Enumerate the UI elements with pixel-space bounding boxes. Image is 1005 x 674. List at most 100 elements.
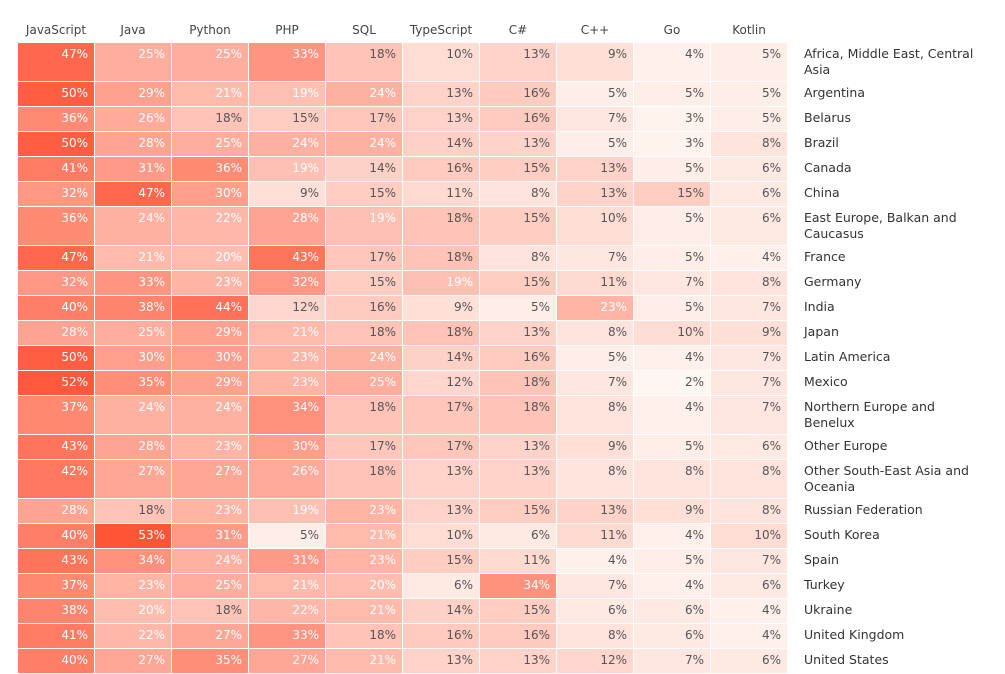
heatmap-cell: 13% (479, 434, 557, 460)
heatmap-cell: 11% (402, 181, 480, 207)
heatmap-cell: 18% (479, 395, 557, 435)
cell-label: 12% (446, 375, 473, 389)
column-header: PHP (275, 23, 299, 37)
cell-label: 6% (761, 439, 781, 453)
heatmap-cell: 43% (17, 548, 95, 574)
cell-label: 25% (138, 47, 165, 61)
heatmap-body: 47% 25% 25% 33% 18% 10% 13% 9% 4% 5% Africa, Middl… (17, 42, 980, 674)
cell-label: 17% (446, 439, 473, 453)
heatmap-cell: 19% (248, 81, 326, 107)
heatmap-cell: 5% (633, 434, 711, 460)
heatmap-cell: 13% (402, 106, 480, 132)
heatmap-cell: 19% (248, 156, 326, 182)
cell-label: 21% (215, 86, 242, 100)
cell-label: 17% (369, 250, 396, 264)
heatmap-cell: 30% (94, 345, 172, 371)
heatmap-cell: 32% (17, 270, 95, 296)
heatmap-cell: 7% (556, 106, 634, 132)
cell-label: 38% (138, 300, 165, 314)
cell-label: 47% (61, 250, 88, 264)
cell-label: 25% (215, 578, 242, 592)
cell-label: 11% (523, 553, 550, 567)
heatmap-cell: 17% (402, 434, 480, 460)
heatmap-cell: 33% (248, 42, 326, 82)
cell-label: 17% (369, 111, 396, 125)
heatmap-cell: 20% (325, 573, 403, 599)
cell-label: 31% (292, 553, 319, 567)
cell-label: 5% (530, 300, 550, 314)
heatmap-cell: 6% (556, 598, 634, 624)
cell-label: 8% (607, 464, 627, 478)
heatmap-cell: 10% (633, 320, 711, 346)
cell-label: 18% (523, 375, 550, 389)
heatmap-cell: 32% (248, 270, 326, 296)
cell-label: 7% (761, 375, 781, 389)
heatmap-cell: 16% (402, 623, 480, 649)
heatmap-cell: 16% (479, 345, 557, 371)
heatmap-cell: 37% (17, 573, 95, 599)
heatmap-cell: 16% (325, 295, 403, 321)
cell-label: 25% (215, 47, 242, 61)
cell-label: 25% (138, 325, 165, 339)
heatmap-cell: 9% (556, 434, 634, 460)
heatmap-cell: 20% (171, 245, 249, 271)
cell-label: 13% (446, 503, 473, 517)
cell-label: 7% (761, 300, 781, 314)
cell-label: 27% (292, 653, 319, 667)
heatmap-cell: 8% (556, 395, 634, 435)
heatmap-cell: 12% (248, 295, 326, 321)
cell-label: 18% (446, 211, 473, 225)
cell-label: 34% (292, 400, 319, 414)
cell-label: 5% (761, 47, 781, 61)
heatmap-cell: 9% (556, 42, 634, 82)
heatmap-row: 37% 24% 24% 34% 18% 17% 18% 8% 4% 7% Northern Euro… (17, 395, 980, 435)
cell-label: 8% (607, 325, 627, 339)
heatmap-cell: 27% (94, 648, 172, 674)
cell-label: 13% (523, 136, 550, 150)
cell-label: 9% (607, 47, 627, 61)
heatmap-cell: 5% (556, 345, 634, 371)
cell-label: 10% (600, 211, 627, 225)
heatmap-cell: 50% (17, 131, 95, 157)
heatmap-cell: 13% (402, 81, 480, 107)
heatmap-cell: 15% (248, 106, 326, 132)
heatmap-cell: 24% (248, 131, 326, 157)
cell-label: 28% (61, 325, 88, 339)
row-label: Brazil (804, 134, 839, 150)
heatmap-cell: 16% (479, 623, 557, 649)
heatmap-cell: 31% (171, 523, 249, 549)
cell-label: 6% (761, 653, 781, 667)
cell-label: 22% (292, 603, 319, 617)
cell-label: 8% (607, 628, 627, 642)
row-label: United States (804, 651, 889, 667)
row-label: Turkey (804, 576, 845, 592)
cell-label: 8% (530, 186, 550, 200)
heatmap-cell: 24% (325, 345, 403, 371)
cell-label: 7% (607, 578, 627, 592)
heatmap-cell: 5% (710, 42, 788, 82)
heatmap-cell: 7% (556, 573, 634, 599)
heatmap-cell: 40% (17, 648, 95, 674)
heatmap-cell: 4% (633, 345, 711, 371)
cell-label: 13% (446, 653, 473, 667)
row-label: Spain (804, 551, 839, 567)
heatmap-cell: 5% (710, 106, 788, 132)
heatmap-cell: 6% (710, 573, 788, 599)
row-label: Canada (804, 159, 852, 175)
cell-label: 17% (369, 439, 396, 453)
cell-label: 19% (292, 86, 319, 100)
heatmap-cell: 8% (710, 459, 788, 499)
heatmap-cell: 18% (402, 320, 480, 346)
cell-label: 6% (761, 186, 781, 200)
row-label: Mexico (804, 373, 848, 389)
cell-label: 42% (61, 464, 88, 478)
heatmap: JavaScript Java Python PHP SQL TypeScript C# C+… (17, 18, 980, 674)
column-header: TypeScript (409, 23, 473, 37)
cell-label: 6% (530, 528, 550, 542)
heatmap-cell: 36% (171, 156, 249, 182)
cell-label: 6% (761, 161, 781, 175)
heatmap-cell: 16% (402, 156, 480, 182)
cell-label: 3% (684, 111, 704, 125)
heatmap-cell: 18% (171, 106, 249, 132)
cell-label: 34% (138, 553, 165, 567)
